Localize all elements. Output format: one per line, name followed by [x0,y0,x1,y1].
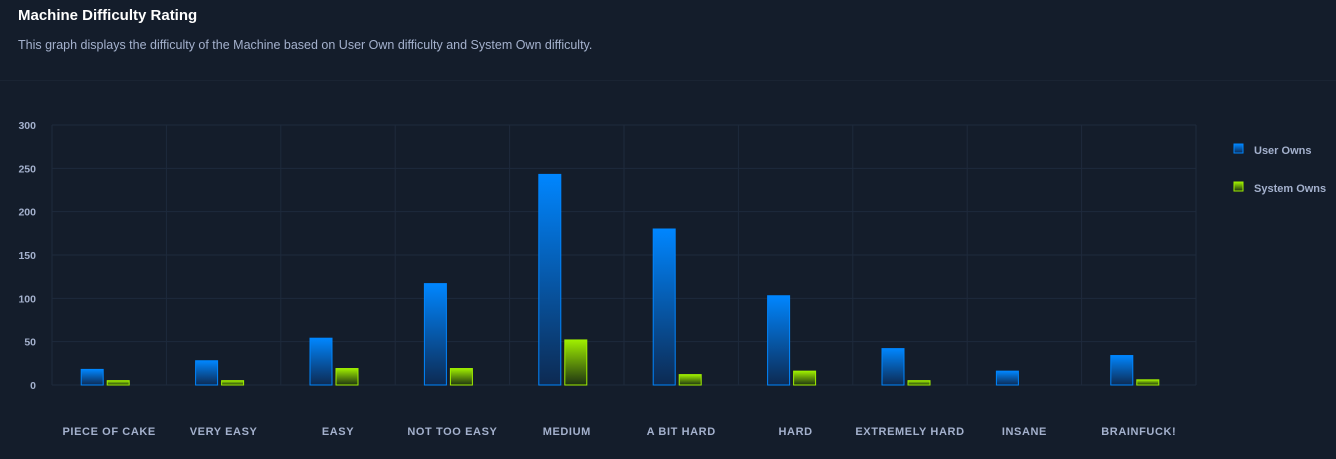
x-tick-label: INSANE [1002,426,1047,438]
chart-title: Machine Difficulty Rating [18,7,198,24]
bar-user-owns[interactable] [995,370,1019,386]
bar-system-owns[interactable] [221,380,245,386]
x-tick-label: BRAINFUCK! [1101,426,1176,438]
bar-user-owns[interactable] [423,283,447,386]
y-axis: 0 50 100 150 200 250 300 [18,120,36,392]
x-tick-label: NOT TOO EASY [407,426,497,438]
bar-system-owns[interactable] [564,339,588,386]
bar-user-owns[interactable] [538,173,562,386]
bar-user-owns[interactable] [767,295,791,386]
bar-user-owns[interactable] [1110,355,1134,386]
bar-system-owns[interactable] [449,368,473,386]
legend-label-user-owns[interactable]: User Owns [1254,145,1311,157]
bar-system-owns[interactable] [678,374,702,386]
x-tick-label: PIECE OF CAKE [63,426,156,438]
x-tick-label: MEDIUM [543,426,591,438]
legend-swatch-system-owns[interactable] [1233,181,1244,192]
bar-user-owns[interactable] [652,228,676,386]
y-tick-label: 100 [18,293,36,305]
x-tick-label: EASY [322,426,354,438]
bar-system-owns[interactable] [106,380,130,386]
bar-system-owns[interactable] [907,380,931,386]
legend: User Owns System Owns [1233,143,1326,195]
legend-swatch-user-owns[interactable] [1233,143,1244,154]
y-tick-label: 250 [18,163,36,175]
y-tick-label: 150 [18,250,36,262]
x-tick-label: A BIT HARD [647,426,716,438]
header-divider [0,80,1336,81]
bar-user-owns[interactable] [195,360,219,386]
y-tick-label: 50 [24,337,36,349]
y-tick-label: 300 [18,120,36,132]
chart-grid [51,124,1197,386]
chart-header: Machine Difficulty Rating This graph dis… [18,6,592,53]
x-tick-label: EXTREMELY HARD [855,426,964,438]
y-tick-label: 0 [30,380,36,392]
bar-user-owns[interactable] [309,337,333,386]
bar-user-owns[interactable] [881,348,905,386]
y-tick-label: 200 [18,207,36,219]
chart-subtitle: This graph displays the difficulty of th… [18,38,593,52]
bar-user-owns[interactable] [80,368,104,386]
bars [80,173,1160,386]
bar-system-owns[interactable] [793,370,817,386]
x-tick-label: HARD [779,426,813,438]
bar-system-owns[interactable] [335,368,359,386]
x-axis: PIECE OF CAKE VERY EASY EASY NOT TOO EASY ME… [63,426,1176,438]
legend-label-system-owns[interactable]: System Owns [1254,183,1326,195]
bar-system-owns[interactable] [1136,379,1160,386]
x-tick-label: VERY EASY [190,426,258,438]
